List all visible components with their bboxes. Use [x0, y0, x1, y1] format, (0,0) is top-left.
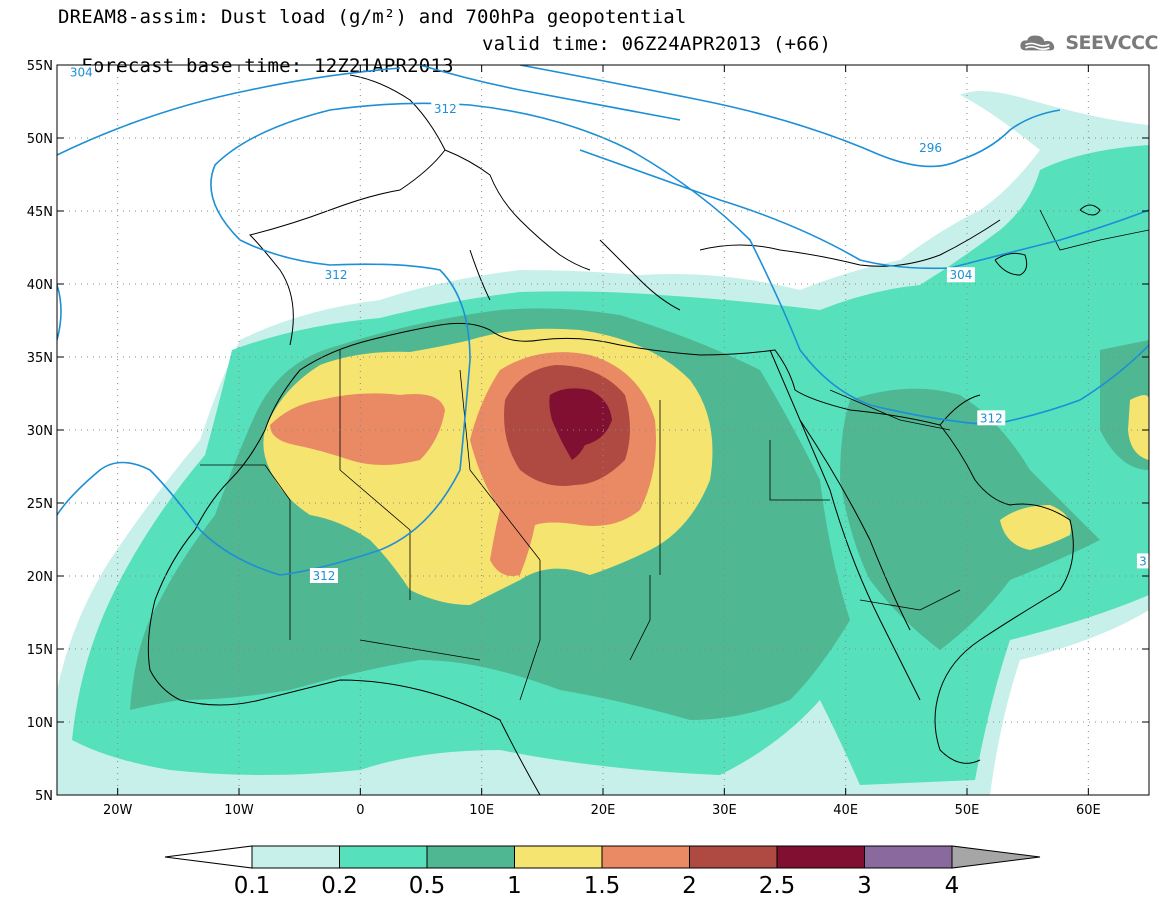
colorbar-swatch — [601, 845, 690, 869]
contour-label: 312 — [434, 102, 457, 116]
lat-tick-label: 10N — [27, 716, 53, 731]
lat-tick-label: 20N — [27, 570, 53, 585]
colorbar-label: 0.1 — [234, 873, 271, 899]
colorbar-swatch — [514, 845, 603, 869]
contour-label: 304 — [949, 268, 972, 282]
lon-tick-label: 30E — [712, 803, 737, 818]
geopotential-contours — [57, 65, 1149, 576]
contour-label: 312 — [980, 411, 1003, 425]
colorbar-label: 2 — [682, 873, 697, 899]
colorbar-label: 0.2 — [321, 873, 358, 899]
lat-tick-label: 55N — [27, 59, 53, 74]
country-borders — [200, 209, 1149, 701]
lon-tick-label: 20W — [103, 803, 133, 818]
map-title: DREAM8-assim: Dust load (g/m²) and 700hP… — [58, 6, 687, 28]
colorbar-label: 1 — [507, 873, 522, 899]
lon-tick-label: 60E — [1076, 803, 1101, 818]
lon-tick-label: 10E — [469, 803, 494, 818]
lat-tick-label: 5N — [35, 789, 53, 804]
logo-text: SEEVCCC — [1065, 32, 1158, 54]
map-plot-area: 304 312 296 312 304 312 312 3 — [57, 65, 1149, 795]
lon-tick-label: 20E — [591, 803, 616, 818]
contour-label-bg — [1136, 553, 1149, 569]
axis-ticks: 20W 10W 0 10E 20E 30E 40E 50E 60E 5N 10N 15N 20N 25N 3… — [27, 59, 1149, 818]
lon-tick-label: 40E — [833, 803, 858, 818]
colorbar-swatch — [864, 845, 953, 869]
colorbar: 0.1 0.2 0.5 1 1.5 2 2.5 3 4 — [164, 845, 1041, 899]
colorbar-label: 4 — [945, 873, 960, 899]
contour-label: 312 — [312, 569, 335, 583]
contour-label: 3 — [1139, 554, 1147, 568]
lat-tick-label: 25N — [27, 497, 53, 512]
contour-label-bg — [916, 140, 945, 156]
colorbar-over-arrow — [951, 845, 1041, 869]
contour-label-bg — [322, 267, 351, 283]
colorbar-label: 3 — [857, 873, 872, 899]
contour-label-bg — [431, 100, 460, 116]
contour-label-bg — [977, 410, 1006, 426]
lat-tick-label: 30N — [27, 424, 53, 439]
colorbar-label: 0.5 — [409, 873, 446, 899]
colorbar-swatch — [339, 845, 428, 869]
contour-label: 312 — [325, 268, 348, 282]
coastlines — [147, 74, 1101, 795]
contour-label: 296 — [919, 141, 942, 155]
cloud-icon — [1020, 35, 1055, 51]
contour-label-bg — [309, 568, 338, 583]
colorbar-label: 1.5 — [584, 873, 621, 899]
contour-label-bg — [67, 65, 96, 80]
lat-tick-label: 50N — [27, 132, 53, 147]
contour-labels: 304 312 296 312 304 312 312 3 — [67, 65, 1149, 583]
colorbar-swatch — [426, 845, 515, 869]
contour-label: 304 — [70, 65, 93, 79]
colorbar-label: 2.5 — [759, 873, 796, 899]
forecast-times: Forecast base time: 12Z21APR2013 valid t… — [58, 33, 831, 99]
lat-tick-label: 40N — [27, 278, 53, 293]
colorbar-swatch — [776, 845, 865, 869]
graticule — [57, 65, 1149, 795]
colorbar-under-arrow — [164, 845, 253, 869]
forecast-base-time: Forecast base time: 12Z21APR2013 — [81, 55, 454, 77]
lat-tick-label: 15N — [27, 643, 53, 658]
colorbar-swatch — [689, 845, 778, 869]
lon-tick-label: 10W — [224, 803, 254, 818]
contour-label-bg — [946, 267, 975, 283]
forecast-valid-time: valid time: 06Z24APR2013 (+66) — [482, 33, 832, 55]
colorbar-swatch — [251, 845, 340, 869]
lat-tick-label: 45N — [27, 205, 53, 220]
lon-tick-label: 50E — [955, 803, 980, 818]
lon-tick-label: 0 — [356, 803, 364, 818]
lat-tick-label: 35N — [27, 351, 53, 366]
seevccc-logo: SEEVCCC — [1018, 28, 1158, 58]
